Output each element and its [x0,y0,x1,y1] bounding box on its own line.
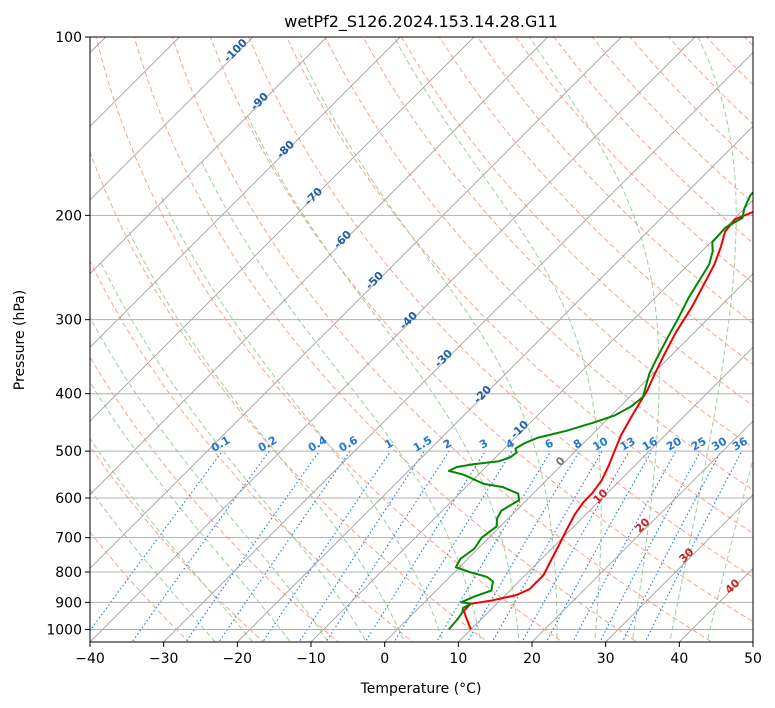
x-tick-label: 40 [670,651,688,667]
x-axis-label: Temperature (°C) [360,681,482,697]
isotherm-line [90,37,475,422]
moist-adiabat [100,262,367,642]
x-tick-label: 10 [449,651,467,667]
moist-adiabat [706,457,753,642]
moist-adiabat [90,381,291,642]
dewpoint-line [447,191,753,631]
moist-adiabat [90,316,329,642]
dry-adiabat [324,37,753,491]
dry-adiabat [171,37,713,642]
isotherm-line [90,37,401,348]
moist-adiabat [90,437,254,642]
moist-adiabat [669,37,737,642]
plot-frame [89,36,754,643]
isotherm-line [384,273,753,642]
y-tick-label: 1000 [46,622,82,638]
plot-background [90,37,753,642]
isotherm-line [90,37,548,496]
isotherm-line [163,52,753,642]
x-tick-label: 30 [597,651,615,667]
series-layer [447,191,753,631]
x-tick-label: 20 [523,651,541,667]
y-axis-label: Pressure (hPa) [12,290,28,390]
isotherm-line [90,37,254,201]
x-tick-label: 0 [380,651,389,667]
y-tick-label: 100 [55,30,82,46]
dry-adiabat [438,37,753,366]
moist-adiabat [297,49,558,642]
y-tick-label: 600 [55,491,82,507]
y-tick-label: 800 [55,565,82,581]
dry-adiabat [90,531,190,642]
x-tick-label: 50 [744,651,762,667]
y-tick-label: 900 [55,595,82,611]
x-tick-label: −40 [75,651,105,667]
chart-title: wetPf2_S126.2024.153.14.28.G11 [284,12,558,32]
x-axis: −40 −30 −20 −10 0 10 20 30 40 50 [75,642,762,667]
temperature-line [462,210,753,630]
pressure-grid [90,37,753,630]
isotherm-line [531,420,753,642]
isotherm-line [605,494,753,642]
isotherm-line [90,37,696,642]
x-tick-label: −30 [149,651,179,667]
isotherm-line [237,125,753,642]
y-axis: 1000 900 800 700 600 500 400 300 200 100 [46,30,90,638]
isotherm-line [310,199,753,642]
moist-adiabat [90,488,216,642]
moist-adiabat [246,113,520,642]
isotherm-line [458,346,753,642]
x-tick-label: −10 [296,651,326,667]
y-tick-label: 500 [55,444,82,460]
moist-adiabat [199,157,482,642]
y-tick-label: 200 [55,208,82,224]
moist-adiabat [393,37,602,642]
y-tick-label: 300 [55,313,82,329]
y-tick-label: 700 [55,531,82,547]
y-tick-label: 400 [55,387,82,403]
isotherm-line [752,641,753,642]
moist-adiabat [126,227,406,642]
dry-adiabat [400,37,753,407]
isotherm-line [90,37,622,569]
x-tick-label: −20 [223,651,253,667]
isotherm-line [90,37,327,275]
